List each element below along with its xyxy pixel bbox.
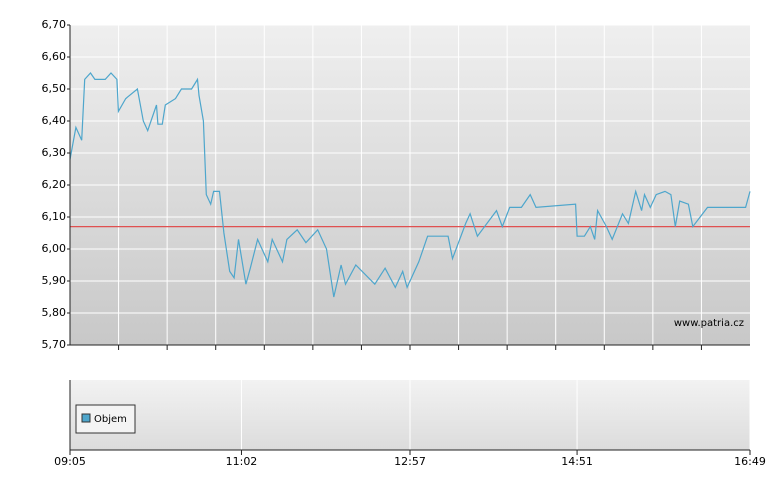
- y-tick-label: 6,30: [42, 146, 67, 159]
- legend-swatch: [81, 413, 91, 423]
- x-tick-label: 09:05: [54, 455, 86, 468]
- y-tick-label: 5,80: [42, 306, 67, 319]
- y-tick-label: 6,20: [42, 178, 67, 191]
- x-tick-label: 11:02: [226, 455, 258, 468]
- y-tick-label: 6,70: [42, 18, 67, 31]
- y-tick-label: 6,00: [42, 242, 67, 255]
- legend-label: Objem: [94, 414, 127, 425]
- y-tick-label: 5,70: [42, 338, 67, 351]
- price-line: [69, 72, 751, 298]
- x-tick-label: 14:51: [561, 455, 593, 468]
- y-tick-label: 6,40: [42, 114, 67, 127]
- grid: [67, 24, 751, 455]
- y-tick-label: 6,60: [42, 50, 67, 63]
- marks: [69, 72, 751, 298]
- x-tick-label: 12:57: [394, 455, 426, 468]
- y-tick-label: 6,50: [42, 82, 67, 95]
- watermark: www.patria.cz: [674, 318, 744, 329]
- y-tick-label: 5,90: [42, 274, 67, 287]
- x-tick-label: 16:49: [734, 455, 766, 468]
- y-tick-label: 6,10: [42, 210, 67, 223]
